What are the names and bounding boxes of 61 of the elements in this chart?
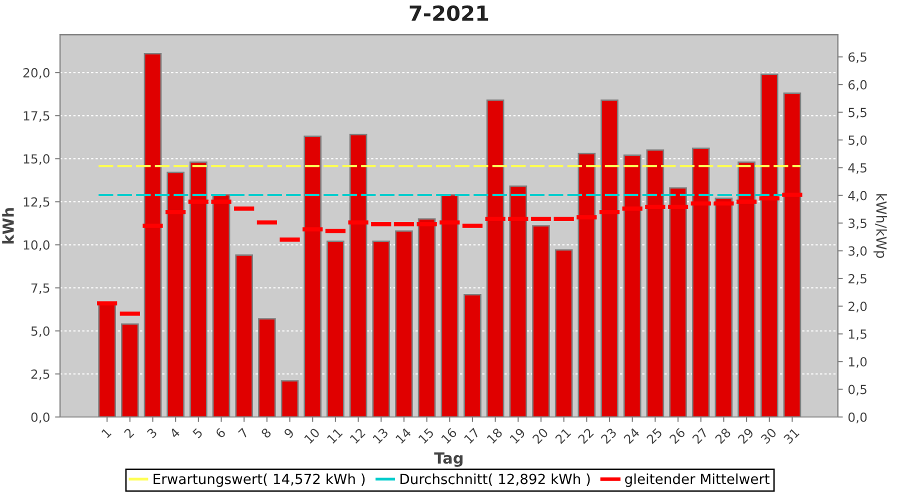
y2-tick-label: 4,0 (848, 190, 867, 202)
chart-title: 7-2021 (410, 5, 488, 22)
y2-tick-label: 2,0 (848, 302, 867, 312)
y2-tick-label: 2,5 (848, 274, 866, 285)
y2-tick-label: 5,0 (848, 135, 867, 146)
y2-tick-label: 6,5 (848, 52, 866, 64)
x-tick-label: 8 (260, 427, 272, 439)
x-tick-label: 29 (737, 428, 754, 444)
legend-label: Durchschnitt( 12,892 kWh ) (400, 473, 590, 486)
y2-tick-label: 1,0 (848, 357, 867, 368)
x-tick-label: 10 (304, 427, 320, 444)
y2-axis-title: kWh/kWp (874, 194, 887, 258)
x-tick-label: 16 (440, 427, 458, 444)
x-tick-label: 2 (124, 428, 134, 438)
y-tick-label: 0,0 (31, 412, 50, 424)
y-tick-label: 5,0 (31, 326, 50, 338)
y-tick-label: 12,5 (24, 197, 50, 208)
x-tick-label: 9 (283, 428, 295, 439)
x-tick-label: 24 (623, 427, 640, 444)
x-tick-label: 30 (760, 427, 777, 444)
x-tick-label: 4 (169, 427, 180, 439)
y2-tick-label: 1,5 (848, 330, 866, 340)
legend-label: gleitender Mittelwert (625, 473, 770, 487)
x-tick-label: 15 (418, 428, 434, 444)
y2-tick-label: 6,0 (848, 80, 867, 91)
y2-tick-label: 3,0 (848, 246, 867, 257)
x-tick-label: 31 (783, 428, 800, 444)
y2-tick-label: 5,5 (848, 108, 866, 118)
x-axis-title: Tag (434, 452, 463, 467)
x-tick-label: 5 (192, 428, 204, 439)
x-tick-label: 11 (326, 428, 343, 444)
legend-label: Erwartungswert( 14,572 kWh ) (154, 473, 365, 487)
x-tick-label: 25 (646, 428, 663, 444)
x-tick-label: 23 (600, 428, 617, 444)
x-tick-label: 27 (692, 428, 708, 444)
x-tick-label: 6 (214, 427, 226, 439)
y-tick-label: 20,0 (23, 68, 50, 79)
y-tick-label: 15,0 (24, 154, 50, 165)
x-tick-label: 17 (464, 428, 480, 444)
x-tick-label: 26 (668, 427, 686, 444)
x-tick-label: 13 (372, 428, 389, 444)
x-tick-label: 18 (486, 427, 503, 444)
x-tick-label: 22 (578, 428, 594, 444)
x-tick-label: 3 (146, 428, 158, 439)
y-tick-label: 10,0 (24, 240, 50, 251)
y2-tick-label: 4,5 (848, 163, 866, 174)
x-tick-label: 20 (532, 427, 549, 444)
y2-tick-label: 0,0 (848, 412, 867, 424)
x-tick-label: 14 (395, 427, 412, 444)
y-tick-label: 2,5 (31, 369, 50, 380)
x-tick-label: 19 (509, 428, 526, 444)
x-tick-label: 7 (238, 428, 249, 438)
x-tick-label: 12 (350, 428, 366, 444)
y2-tick-label: 3,5 (848, 218, 866, 230)
x-tick-label: 21 (554, 428, 572, 444)
x-tick-label: 28 (714, 427, 732, 444)
x-tick-label: 1 (101, 428, 112, 438)
y-tick-label: 7,5 (31, 283, 50, 294)
y-axis-title: kWh (2, 208, 14, 244)
y-tick-label: 17,5 (24, 111, 50, 122)
y2-tick-label: 0,5 (848, 384, 866, 396)
